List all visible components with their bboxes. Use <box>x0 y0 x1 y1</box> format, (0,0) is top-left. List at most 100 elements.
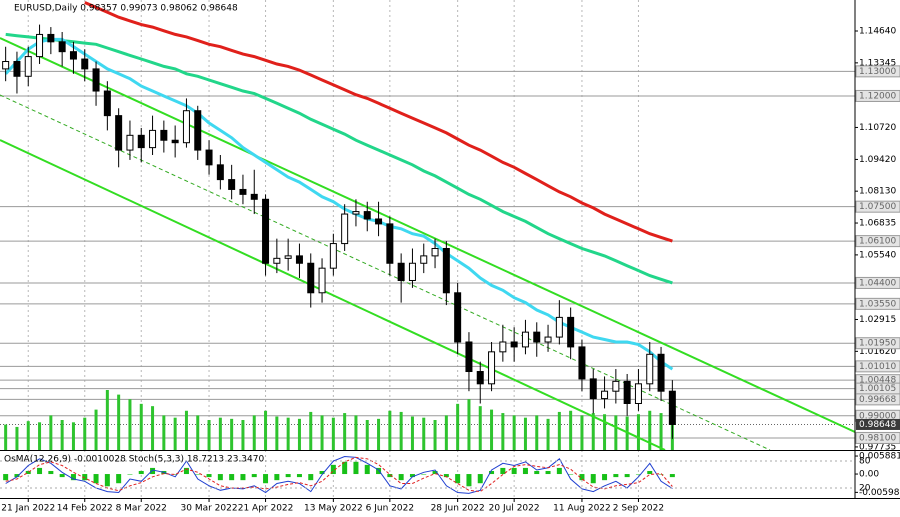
osma-bar <box>647 470 653 475</box>
candle-body <box>544 336 552 343</box>
level-label: 1.04400 <box>859 278 896 288</box>
candle-body <box>81 58 89 70</box>
candle-body <box>171 139 179 144</box>
candle-body <box>273 257 281 264</box>
level-label: 1.01010 <box>859 362 896 372</box>
candle-body <box>228 179 236 190</box>
x-tick-label: 28 Jun 2022 <box>431 504 485 514</box>
volume-bar <box>241 420 245 450</box>
osma-bar <box>455 474 461 484</box>
osma-bar <box>116 474 122 484</box>
candle-body <box>205 149 213 166</box>
volume-bar <box>478 406 482 450</box>
volume-bar <box>218 417 222 450</box>
channel-upper <box>0 37 856 433</box>
volume-bar <box>117 394 121 450</box>
stoch-tick-label: 20 <box>859 484 871 494</box>
volume-bar <box>184 410 188 450</box>
level-box <box>855 200 900 213</box>
candle-body <box>352 211 360 215</box>
volume-bar <box>26 421 30 450</box>
candle-body <box>103 90 111 117</box>
x-tick-label: 13 May 2022 <box>304 504 363 514</box>
x-tick-label: 2 Sep 2022 <box>613 504 664 514</box>
candle-body <box>284 255 292 259</box>
osma-bar <box>489 470 495 475</box>
level-label: 1.12000 <box>859 91 896 101</box>
x-tick-label: 6 Jun 2022 <box>366 504 414 514</box>
volume-bar <box>535 415 539 450</box>
y-tick-label: 1.13345 <box>859 58 896 68</box>
candle-body <box>363 211 371 220</box>
volume-bar <box>501 413 505 450</box>
volume-bar <box>196 415 200 450</box>
osma-bar <box>409 474 415 478</box>
osma-bar <box>556 467 562 475</box>
osma-bar <box>138 470 144 475</box>
levels <box>0 70 855 439</box>
x-tick-label: 11 Aug 2022 <box>553 504 611 514</box>
y-tick-label: 1.02915 <box>859 315 896 325</box>
volume-bar <box>648 410 652 450</box>
osma-bar <box>477 474 483 484</box>
osma-bar <box>37 467 43 475</box>
candle-body <box>375 218 383 225</box>
volume-bar <box>331 417 335 450</box>
level-box <box>855 276 900 289</box>
osma-bar <box>240 474 246 481</box>
osma-tick-label: 0.00 <box>859 470 879 480</box>
osma-bar <box>534 470 540 475</box>
osma-bar <box>624 474 630 478</box>
candle-body <box>329 243 337 269</box>
level-label: 1.01950 <box>859 339 896 349</box>
osma-bar <box>195 474 201 475</box>
volume-bar <box>207 420 211 450</box>
candle-body <box>216 164 224 181</box>
x-tick-label: 20 Jul 2022 <box>489 504 540 514</box>
osma-bar <box>59 474 65 478</box>
last-price-box <box>856 418 900 430</box>
volume-bar <box>603 414 607 450</box>
osma-bar <box>522 467 528 475</box>
volume-bar <box>264 410 268 450</box>
y-tick-label: 1.14640 <box>859 27 896 37</box>
level-label: 1.03550 <box>859 299 896 309</box>
level-label: 0.99668 <box>859 395 896 405</box>
volume-bar <box>60 420 64 450</box>
x-tick-label: 21 Apr 2022 <box>238 504 294 514</box>
volume-bar <box>71 422 75 450</box>
osma-tick-label: -0.005985 <box>859 488 900 498</box>
volume-bar <box>422 417 426 450</box>
osma-bar <box>229 474 235 481</box>
candle-body <box>408 262 416 281</box>
volume-bar <box>569 410 573 450</box>
candle-body <box>386 223 394 264</box>
candle-body <box>239 188 247 195</box>
candle-body <box>69 51 77 60</box>
volume-bar <box>354 415 358 450</box>
candle-body <box>454 292 462 343</box>
candle-body <box>476 371 484 385</box>
level-box <box>855 65 900 78</box>
candle-body <box>578 346 586 380</box>
volume-bar <box>490 409 494 450</box>
volume-bar <box>83 417 87 450</box>
volume-bar <box>433 420 437 450</box>
y-tick-label: 1.09420 <box>859 155 896 165</box>
candle-body <box>668 390 676 425</box>
osma-bar <box>579 474 585 481</box>
level-box <box>855 393 900 406</box>
osma-bar <box>172 474 178 475</box>
level-label: 1.07500 <box>859 202 896 212</box>
candle-body <box>92 68 100 92</box>
candle-body <box>646 353 654 385</box>
osma-bar <box>150 467 156 475</box>
osma-bar <box>308 474 314 481</box>
candle-body <box>521 331 529 348</box>
last-price-label: 0.98648 <box>859 420 896 430</box>
x-tick-label: 21 Jan 2022 <box>1 504 55 514</box>
osma-bar <box>364 464 370 475</box>
candle-body <box>115 115 123 151</box>
